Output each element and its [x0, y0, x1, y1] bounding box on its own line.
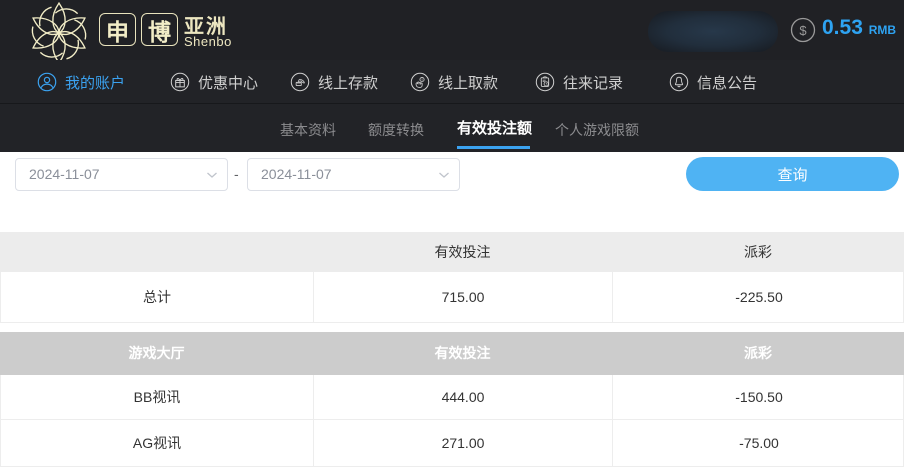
svg-text:$: $ [799, 23, 807, 38]
